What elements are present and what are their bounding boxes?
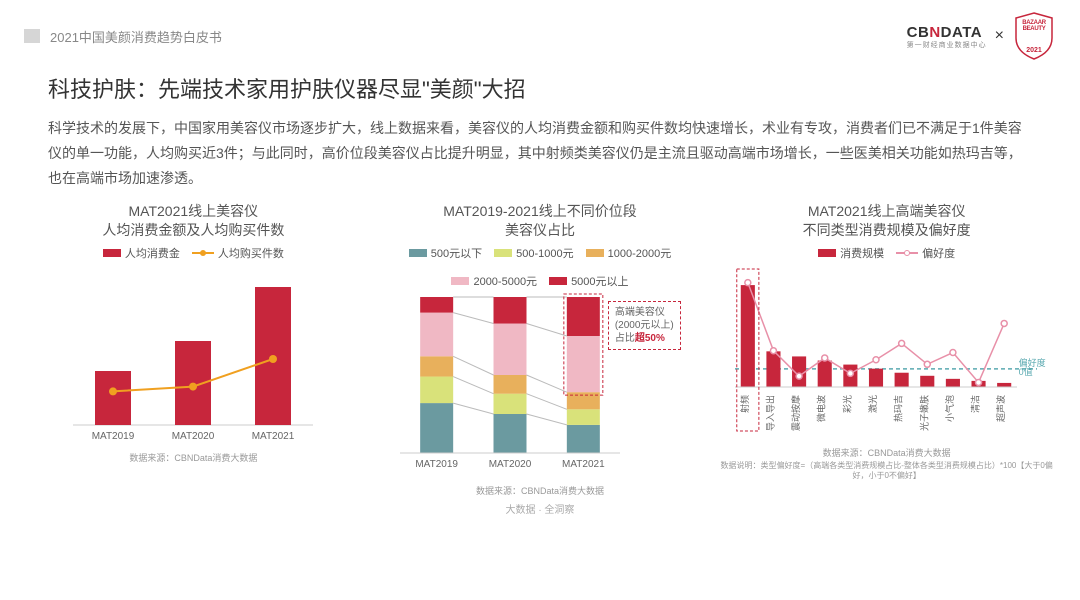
body-paragraph: 科学技术的发展下，中国家用美容仪市场逐步扩大，线上数据来看，美容仪的人均消费金额… [0, 116, 1080, 202]
svg-text:小气泡: 小气泡 [944, 395, 955, 422]
chart3-plot: 射频 导入导出 震动按摩 微电波 彩光激光 热玛吉 光子嫩肤 小气泡 清洁 超声波 [727, 265, 1047, 435]
svg-text:导入导出: 导入导出 [764, 395, 775, 431]
svg-text:MAT2020: MAT2020 [172, 431, 215, 442]
header-left: 2021中国美颜消费趋势白皮书 [24, 27, 222, 46]
svg-text:MAT2019: MAT2019 [92, 431, 135, 442]
legend-item: 2000-5000元 [451, 273, 537, 289]
svg-text:光子嫩肤: 光子嫩肤 [918, 395, 929, 431]
legend-item: 500-1000元 [494, 245, 574, 261]
legend-item: 人均消费金 [103, 245, 180, 261]
footer: 大数据 · 全洞察 [0, 501, 1080, 516]
doc-title: 2021中国美颜消费趋势白皮书 [50, 27, 222, 46]
chart-3: MAT2021线上高端美容仪不同类型消费规模及偏好度 消费规模偏好度 射频 导入导… [717, 202, 1056, 497]
chart3-footnote: 数据说明：类型偏好度=（高端各类型消费规模占比-整体各类型消费规模占比）*100… [717, 461, 1056, 482]
chart3-title: MAT2021线上高端美容仪不同类型消费规模及偏好度 [803, 202, 971, 241]
chart2-legend: 500元以下 500-1000元 1000-2000元 2000-5000元 5000元… [371, 245, 710, 289]
svg-text:MAT2021: MAT2021 [252, 431, 295, 442]
svg-text:MAT2019: MAT2019 [415, 459, 458, 470]
chart-2: MAT2019-2021线上不同价位段美容仪占比 500元以下 500-1000元… [371, 202, 710, 497]
chart3-source: 数据来源：CBNData消费大数据 [823, 446, 951, 459]
chart1-source: 数据来源：CBNData消费大数据 [129, 451, 257, 464]
legend-item: 500元以下 [409, 245, 482, 261]
page-title: 科技护肤：先端技术家用护肤仪器尽显"美颜"大招 [0, 68, 1080, 116]
header-accent-bar [24, 29, 40, 43]
chart1-plot: MAT2019 MAT2020 MAT2021 [63, 265, 323, 445]
chart1-legend: 人均消费金人均购买件数 [103, 245, 284, 261]
svg-text:微电波: 微电波 [815, 395, 826, 422]
svg-text:射频: 射频 [738, 395, 749, 413]
chart-1: MAT2021线上美容仪人均消费金额及人均购买件数 人均消费金人均购买件数 MA… [24, 202, 363, 497]
svg-text:热玛吉: 热玛吉 [892, 395, 903, 422]
svg-text:MAT2020: MAT2020 [489, 459, 532, 470]
charts-row: MAT2021线上美容仪人均消费金额及人均购买件数 人均消费金人均购买件数 MA… [0, 202, 1080, 497]
svg-text:彩光: 彩光 [841, 395, 852, 413]
header: 2021中国美颜消费趋势白皮书 CBNDATA 第一财经商业数据中心 × BAZ… [0, 0, 1080, 68]
svg-text:MAT2021: MAT2021 [562, 459, 605, 470]
chart3-plot-wrap: 射频 导入导出 震动按摩 微电波 彩光激光 热玛吉 光子嫩肤 小气泡 清洁 超声波 偏好度 0值 [727, 265, 1047, 440]
bazaar-badge: BAZAARBEAUTY 2021 [1012, 12, 1056, 60]
legend-item: 偏好度 [896, 245, 955, 261]
svg-text:清洁: 清洁 [969, 395, 980, 413]
legend-item: 人均购买件数 [192, 245, 284, 261]
svg-text:激光: 激光 [867, 395, 878, 413]
chart2-source: 数据来源：CBNData消费大数据 [476, 484, 604, 497]
chart3-zero-label: 偏好度 0值 [1019, 359, 1046, 379]
svg-text:震动按摩: 震动按摩 [790, 395, 801, 431]
svg-text:超声波: 超声波 [995, 395, 1006, 422]
separator-x: × [995, 27, 1004, 45]
chart1-title: MAT2021线上美容仪人均消费金额及人均购买件数 [102, 202, 284, 241]
chart2-callout: 高端美容仪 (2000元以上) 占比超50% [608, 301, 681, 350]
chart2-plot-wrap: MAT2019 MAT2020 MAT2021 高端美容仪 (2000元以上) 占比… [390, 293, 690, 478]
legend-item: 消费规模 [818, 245, 884, 261]
legend-item: 1000-2000元 [586, 245, 672, 261]
chart3-legend: 消费规模偏好度 [818, 245, 955, 261]
chart2-title: MAT2019-2021线上不同价位段美容仪占比 [443, 202, 636, 241]
legend-item: 5000元以上 [549, 273, 628, 289]
cbndata-logo: CBNDATA 第一财经商业数据中心 [907, 24, 987, 49]
header-right: CBNDATA 第一财经商业数据中心 × BAZAARBEAUTY 2021 [907, 12, 1056, 60]
